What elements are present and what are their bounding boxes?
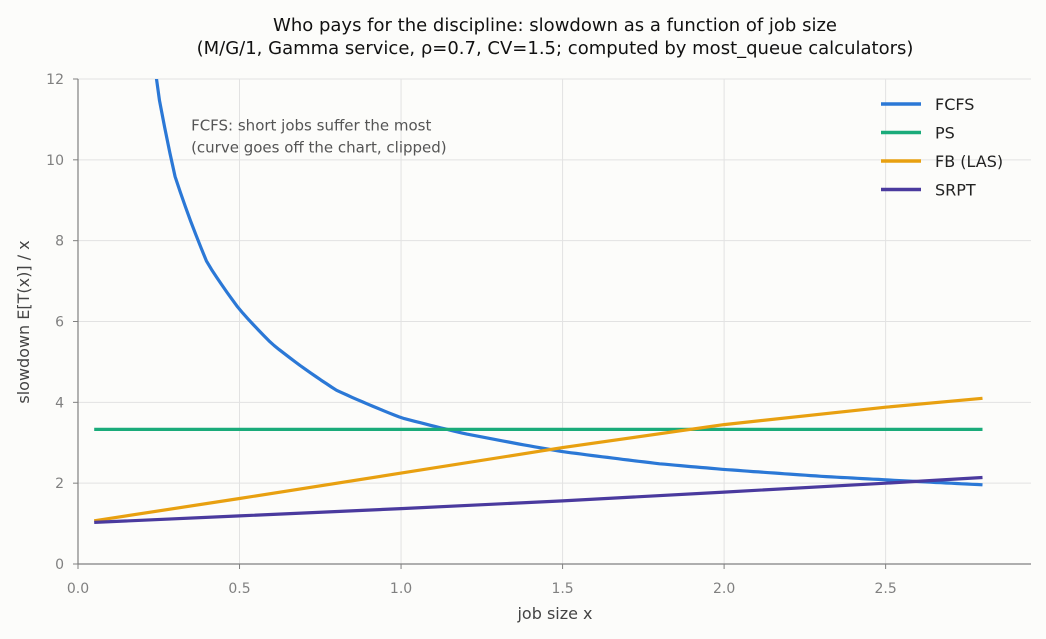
- y-axis-label: slowdown E[T(x)] / x: [14, 240, 33, 403]
- y-tick-label: 6: [55, 315, 64, 331]
- legend-label-fb-las: FB (LAS): [935, 152, 1003, 171]
- x-tick-label: 1.5: [551, 581, 573, 597]
- series-line-srpt: [94, 475, 983, 524]
- y-tick-label: 2: [55, 476, 64, 492]
- legend-label-fcfs: FCFS: [935, 95, 974, 114]
- y-tick-label: 8: [55, 234, 64, 250]
- x-tick-label: 2.0: [713, 581, 735, 597]
- chart-subtitle: (M/G/1, Gamma service, ρ=0.7, CV=1.5; co…: [197, 38, 914, 59]
- x-axis-label: job size x: [516, 604, 592, 623]
- legend-label-srpt: SRPT: [935, 181, 976, 200]
- annotation-line-1: FCFS: short jobs suffer the most: [191, 117, 431, 135]
- legend: FCFS PS FB (LAS) SRPT: [881, 95, 1003, 200]
- x-tick-label: 2.5: [874, 581, 896, 597]
- chart-title: Who pays for the discipline: slowdown as…: [273, 15, 837, 36]
- x-ticks: 0.0 0.5 1.0 1.5 2.0 2.5: [67, 564, 897, 597]
- y-tick-label: 10: [46, 153, 64, 169]
- annotation-line-2: (curve goes off the chart, clipped): [191, 139, 447, 157]
- y-tick-label: 4: [55, 395, 64, 411]
- y-ticks: 0 2 4 6 8 10 12: [46, 72, 78, 573]
- x-tick-label: 0.0: [67, 581, 89, 597]
- series-line-fb-las: [93, 396, 983, 523]
- y-tick-label: 0: [55, 557, 64, 573]
- series-line-fcfs: [154, 79, 983, 487]
- legend-label-ps: PS: [935, 124, 955, 143]
- x-tick-label: 0.5: [228, 581, 250, 597]
- y-tick-label: 12: [46, 72, 64, 88]
- x-tick-label: 1.0: [390, 581, 412, 597]
- series-lines: [93, 79, 983, 524]
